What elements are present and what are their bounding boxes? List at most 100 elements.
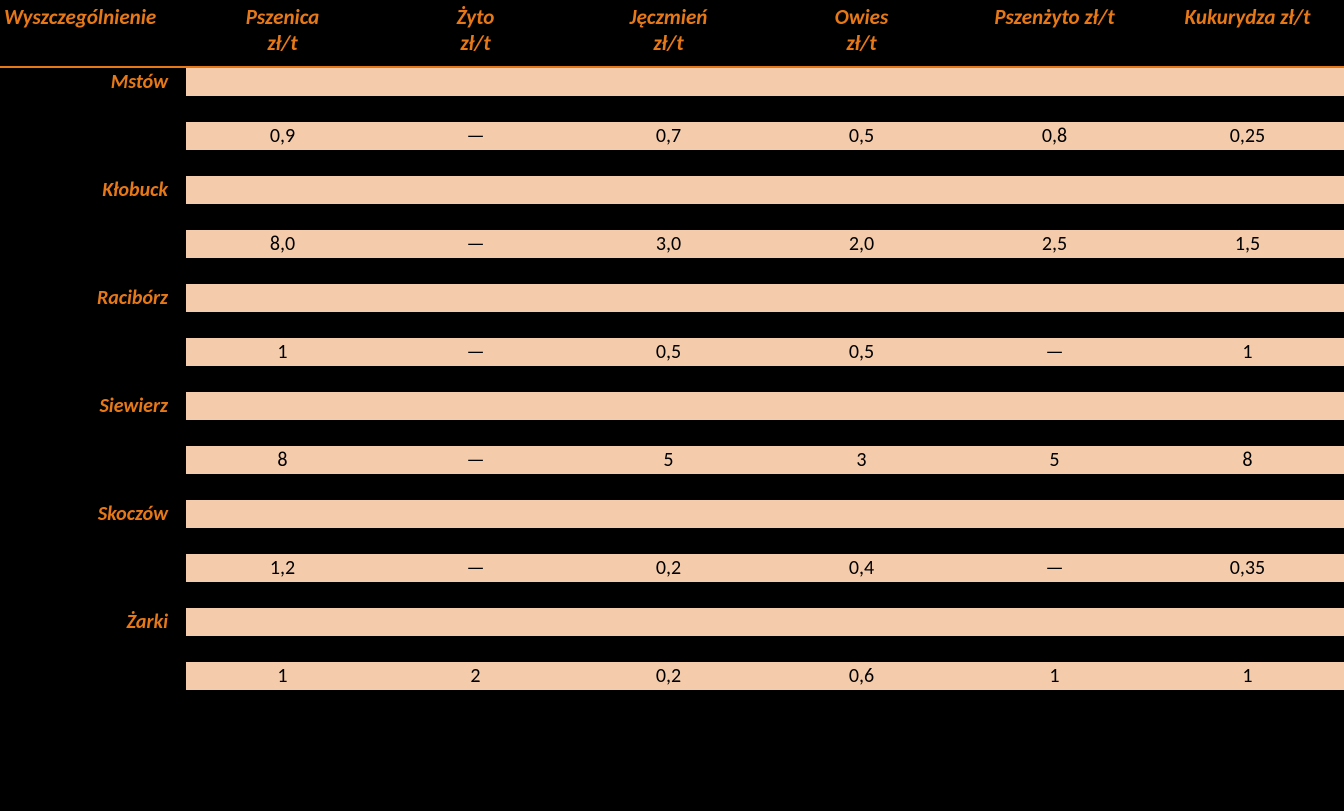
value-cell: 2,5 bbox=[958, 230, 1151, 258]
header-text: Pszenica bbox=[246, 4, 320, 30]
col-header-zyto: Żyto zł/t bbox=[379, 0, 572, 67]
value-cell: 3,0 bbox=[572, 230, 765, 258]
value-cell: 0,9 bbox=[186, 122, 379, 150]
value-cell: 1,2 bbox=[186, 554, 379, 582]
value-row: 0,9—0,70,50,80,25 bbox=[0, 122, 1344, 150]
value-cell: 8 bbox=[1151, 446, 1344, 474]
value-cell: 0,7 bbox=[572, 122, 765, 150]
value-cell: 0,6 bbox=[765, 662, 958, 690]
spacer-cell bbox=[0, 258, 1344, 284]
spacer-row bbox=[0, 420, 1344, 446]
value-row-spacer bbox=[0, 122, 186, 150]
city-row: Żarki bbox=[0, 608, 1344, 636]
spacer-row bbox=[0, 474, 1344, 500]
table-body: Mstów0,9—0,70,50,80,25Kłobuck8,0—3,02,02… bbox=[0, 67, 1344, 716]
city-row: Siewierz bbox=[0, 392, 1344, 420]
col-header-owies: Owies zł/t bbox=[765, 0, 958, 67]
header-text: Pszenżyto zł/t bbox=[994, 4, 1114, 30]
value-cell: — bbox=[379, 554, 572, 582]
city-label: Mstów bbox=[0, 67, 186, 96]
col-header-jeczmien: Jęczmień zł/t bbox=[572, 0, 765, 67]
value-cell: 5 bbox=[958, 446, 1151, 474]
city-band bbox=[186, 608, 1344, 636]
value-row: 1—0,50,5—1 bbox=[0, 338, 1344, 366]
value-cell: 1 bbox=[958, 662, 1151, 690]
city-band bbox=[186, 500, 1344, 528]
value-cell: 0,5 bbox=[572, 338, 765, 366]
value-cell: 1 bbox=[1151, 338, 1344, 366]
value-cell: 0,5 bbox=[765, 122, 958, 150]
city-band bbox=[186, 284, 1344, 312]
spacer-row bbox=[0, 258, 1344, 284]
city-row: Racibórz bbox=[0, 284, 1344, 312]
col-header-pszenzyto: Pszenżyto zł/t bbox=[958, 0, 1151, 67]
value-cell: — bbox=[379, 338, 572, 366]
value-cell: 1 bbox=[186, 662, 379, 690]
city-label: Siewierz bbox=[0, 392, 186, 420]
spacer-cell bbox=[0, 582, 1344, 608]
city-label: Kłobuck bbox=[0, 176, 186, 204]
value-cell: 0,2 bbox=[572, 554, 765, 582]
header-unit: zł/t bbox=[846, 30, 876, 56]
value-cell: 0,35 bbox=[1151, 554, 1344, 582]
value-cell: 0,2 bbox=[572, 662, 765, 690]
city-label: Żarki bbox=[0, 608, 186, 636]
spacer-cell bbox=[0, 96, 1344, 122]
spacer-row bbox=[0, 636, 1344, 662]
value-cell: 2,0 bbox=[765, 230, 958, 258]
value-cell: 3 bbox=[765, 446, 958, 474]
spacer-row bbox=[0, 96, 1344, 122]
value-cell: 0,25 bbox=[1151, 122, 1344, 150]
city-band bbox=[186, 392, 1344, 420]
city-label: Skoczów bbox=[0, 500, 186, 528]
value-cell: 1,5 bbox=[1151, 230, 1344, 258]
city-band bbox=[186, 176, 1344, 204]
value-row: 8—5358 bbox=[0, 446, 1344, 474]
spacer-cell bbox=[0, 420, 1344, 446]
value-cell: — bbox=[379, 446, 572, 474]
value-cell: 2 bbox=[379, 662, 572, 690]
value-cell: 5 bbox=[572, 446, 765, 474]
value-cell: — bbox=[379, 122, 572, 150]
city-row: Kłobuck bbox=[0, 176, 1344, 204]
city-label: Racibórz bbox=[0, 284, 186, 312]
spacer-cell bbox=[0, 690, 1344, 716]
value-row-spacer bbox=[0, 230, 186, 258]
header-unit: zł/t bbox=[460, 30, 490, 56]
value-row-spacer bbox=[0, 338, 186, 366]
spacer-cell bbox=[0, 636, 1344, 662]
value-cell: 0,4 bbox=[765, 554, 958, 582]
header-unit: zł/t bbox=[653, 30, 683, 56]
spacer-row bbox=[0, 528, 1344, 554]
city-band bbox=[186, 67, 1344, 96]
value-row-spacer bbox=[0, 554, 186, 582]
value-cell: — bbox=[958, 338, 1151, 366]
spacer-row bbox=[0, 366, 1344, 392]
value-row: 1,2—0,20,4—0,35 bbox=[0, 554, 1344, 582]
spacer-row bbox=[0, 312, 1344, 338]
spacer-cell bbox=[0, 150, 1344, 176]
spacer-cell bbox=[0, 474, 1344, 500]
value-cell: — bbox=[379, 230, 572, 258]
spacer-cell bbox=[0, 312, 1344, 338]
spacer-cell bbox=[0, 366, 1344, 392]
col-header-kukurydza: Kukurydza zł/t bbox=[1151, 0, 1344, 67]
spacer-cell bbox=[0, 204, 1344, 230]
value-cell: 1 bbox=[186, 338, 379, 366]
city-row: Mstów bbox=[0, 67, 1344, 96]
value-cell: 8,0 bbox=[186, 230, 379, 258]
value-cell: 8 bbox=[186, 446, 379, 474]
value-row: 8,0—3,02,02,51,5 bbox=[0, 230, 1344, 258]
city-row: Skoczów bbox=[0, 500, 1344, 528]
header-unit: zł/t bbox=[267, 30, 297, 56]
header-text: Owies bbox=[835, 4, 888, 30]
value-row: 120,20,611 bbox=[0, 662, 1344, 690]
header-text: Jęczmień bbox=[630, 4, 708, 30]
value-cell: 1 bbox=[1151, 662, 1344, 690]
spacer-row bbox=[0, 582, 1344, 608]
header-text: Żyto bbox=[457, 4, 495, 30]
grain-price-table: Wyszczególnienie Pszenica zł/t Żyto zł/t… bbox=[0, 0, 1344, 716]
value-cell: 0,5 bbox=[765, 338, 958, 366]
spacer-row bbox=[0, 204, 1344, 230]
table-header: Wyszczególnienie Pszenica zł/t Żyto zł/t… bbox=[0, 0, 1344, 67]
